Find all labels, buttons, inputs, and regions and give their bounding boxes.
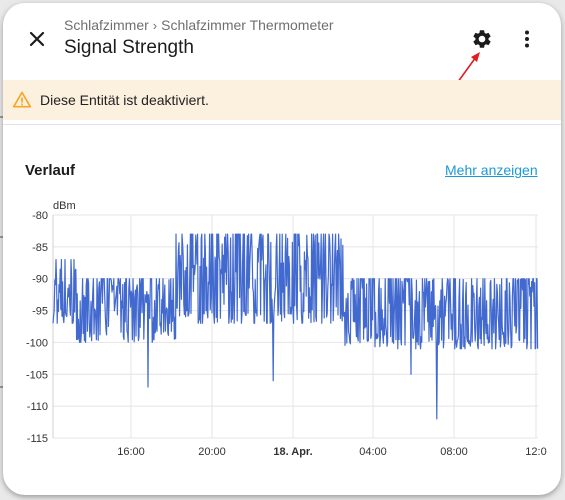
series-line bbox=[52, 233, 539, 420]
close-button[interactable] bbox=[23, 25, 51, 53]
close-icon bbox=[29, 31, 45, 47]
y-tick-label: -100 bbox=[26, 337, 48, 349]
show-more-link[interactable]: Mehr anzeigen bbox=[445, 162, 538, 178]
breadcrumb: Schlafzimmer › Schlafzimmer Thermometer bbox=[64, 17, 334, 33]
x-tick-label: 20:00 bbox=[198, 446, 226, 458]
x-tick-label: 08:00 bbox=[440, 446, 468, 458]
divider bbox=[3, 124, 561, 125]
more-info-dialog: Schlafzimmer › Schlafzimmer Thermometer Si… bbox=[3, 3, 561, 495]
x-tick-label: 16:00 bbox=[117, 446, 145, 458]
x-tick-label: 12:0 bbox=[525, 446, 546, 458]
x-tick-label: 18. Apr. bbox=[273, 446, 312, 458]
warning-icon bbox=[12, 91, 32, 108]
breadcrumb-separator: › bbox=[152, 18, 158, 33]
y-tick-label: -80 bbox=[32, 210, 48, 222]
alert-text: Diese Entität ist deaktiviert. bbox=[40, 92, 209, 108]
breadcrumb-area[interactable]: Schlafzimmer bbox=[64, 17, 149, 33]
gear-icon bbox=[473, 30, 491, 48]
breadcrumb-device[interactable]: Schlafzimmer Thermometer bbox=[161, 17, 334, 33]
dialog-header: Schlafzimmer › Schlafzimmer Thermometer Si… bbox=[3, 3, 561, 79]
disabled-alert: Diese Entität ist deaktiviert. bbox=[3, 80, 561, 120]
signal-strength-chart: -80 -85 -90 -95 -100 -105 -110 -115 dBm 16:00 20:0… bbox=[26, 200, 547, 458]
y-tick-label: -110 bbox=[27, 401, 48, 413]
y-axis-label: dBm bbox=[53, 200, 76, 212]
y-tick-label: -115 bbox=[27, 433, 48, 445]
more-vert-icon bbox=[525, 30, 529, 48]
y-tick-label: -105 bbox=[26, 369, 48, 381]
y-tick-label: -85 bbox=[32, 242, 48, 254]
x-tick-label: 04:00 bbox=[359, 446, 387, 458]
history-title: Verlauf bbox=[25, 162, 76, 179]
y-tick-label: -90 bbox=[32, 274, 48, 286]
page-title: Signal Strength bbox=[64, 37, 194, 58]
history-chart: -80 -85 -90 -95 -100 -105 -110 -115 dBm 16:00 20:0… bbox=[3, 193, 561, 473]
y-tick-label: -95 bbox=[32, 306, 48, 318]
settings-button[interactable] bbox=[468, 25, 496, 53]
more-options-button[interactable] bbox=[515, 25, 539, 53]
